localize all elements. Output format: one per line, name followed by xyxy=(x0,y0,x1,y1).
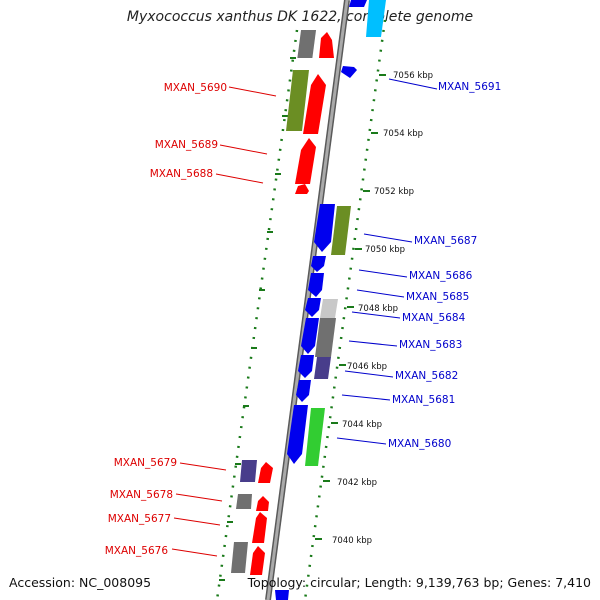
outer-ticks xyxy=(315,74,386,540)
tick-label-7044: 7044 kbp xyxy=(342,420,382,430)
gene-feature-bottom-blue xyxy=(275,590,289,600)
gene-feature-blue-5680 xyxy=(287,405,308,464)
gene-label-mxan5681: MXAN_5681 xyxy=(392,394,455,406)
genome-title: Myxococcus xanthus DK 1622, complete gen… xyxy=(126,9,474,25)
gene-feature-lightgray-5684 xyxy=(320,299,338,318)
gene-feature-blue-5687 xyxy=(314,204,335,252)
left-leader-lines xyxy=(171,86,277,557)
gene-label-mxan5679: MXAN_5679 xyxy=(114,457,177,469)
tick-label-7054: 7054 kbp xyxy=(383,129,423,139)
gene-label-mxan5676: MXAN_5676 xyxy=(105,545,169,557)
gene-feature-red-5688 xyxy=(295,184,309,194)
tick-label-7048: 7048 kbp xyxy=(358,304,398,314)
gene-feature-blue-5682 xyxy=(298,355,314,378)
inner-tick-dashes xyxy=(219,57,296,581)
gene-label-mxan5686: MXAN_5686 xyxy=(409,270,473,282)
gene-feature-olive-5687 xyxy=(331,206,351,255)
gene-feature-top-gray xyxy=(297,30,317,58)
genome-summary: Topology: circular; Length: 9,139,763 bp… xyxy=(247,575,591,590)
tick-label-7052: 7052 kbp xyxy=(374,187,414,197)
gene-feature-blue-5686 xyxy=(311,256,326,272)
gene-feature-red-5690 xyxy=(303,74,326,134)
gene-feature-blue-5684 xyxy=(305,298,321,317)
gene-label-mxan5689: MXAN_5689 xyxy=(155,139,218,151)
right-leader-lines xyxy=(336,78,438,445)
gene-feature-top-cyan xyxy=(366,0,386,37)
gene-feature-blue-5683 xyxy=(301,318,319,354)
tick-label-7042: 7042 kbp xyxy=(337,478,377,488)
gene-feature-red-5689 xyxy=(295,138,316,184)
gene-feature-red-5676 xyxy=(250,546,265,575)
gene-feature-slate-5682 xyxy=(314,357,331,379)
gene-feature-top-red xyxy=(319,32,334,58)
gene-feature-green-5680 xyxy=(305,408,325,466)
gene-feature-red-5677 xyxy=(252,512,267,543)
accession-label: Accession: NC_008095 xyxy=(9,575,152,590)
gene-label-mxan5682: MXAN_5682 xyxy=(395,370,458,382)
gene-label-mxan5678: MXAN_5678 xyxy=(110,489,173,501)
gene-feature-gray-5676 xyxy=(231,542,248,573)
tick-label-7050: 7050 kbp xyxy=(365,245,405,255)
tick-label-7056: 7056 kbp xyxy=(393,71,433,81)
gene-feature-slate-5679 xyxy=(240,460,257,482)
gene-feature-gray-5683 xyxy=(315,318,336,357)
gene-label-mxan5677: MXAN_5677 xyxy=(108,513,171,525)
gene-feature-red-5678 xyxy=(256,496,269,511)
gene-feature-gray-5678 xyxy=(236,494,252,509)
gene-label-mxan5691: MXAN_5691 xyxy=(438,81,501,93)
gene-label-mxan5690: MXAN_5690 xyxy=(164,82,227,94)
tick-label-7046: 7046 kbp xyxy=(347,362,387,372)
gene-feature-blue-5681 xyxy=(296,380,311,402)
gene-feature-top-blue xyxy=(349,0,367,7)
gene-feature-blue-5685 xyxy=(308,273,324,297)
gene-feature-olive-5690 xyxy=(286,70,309,131)
gene-feature-mxan5691 xyxy=(341,66,357,78)
gene-label-mxan5685: MXAN_5685 xyxy=(406,291,469,303)
gene-label-mxan5688: MXAN_5688 xyxy=(150,168,213,180)
gene-label-mxan5684: MXAN_5684 xyxy=(402,312,466,324)
gene-feature-red-5679 xyxy=(258,462,273,483)
tick-label-7040: 7040 kbp xyxy=(332,536,372,546)
gene-label-mxan5687: MXAN_5687 xyxy=(414,235,477,247)
gene-label-mxan5683: MXAN_5683 xyxy=(399,339,462,351)
gene-label-mxan5680: MXAN_5680 xyxy=(388,438,451,450)
